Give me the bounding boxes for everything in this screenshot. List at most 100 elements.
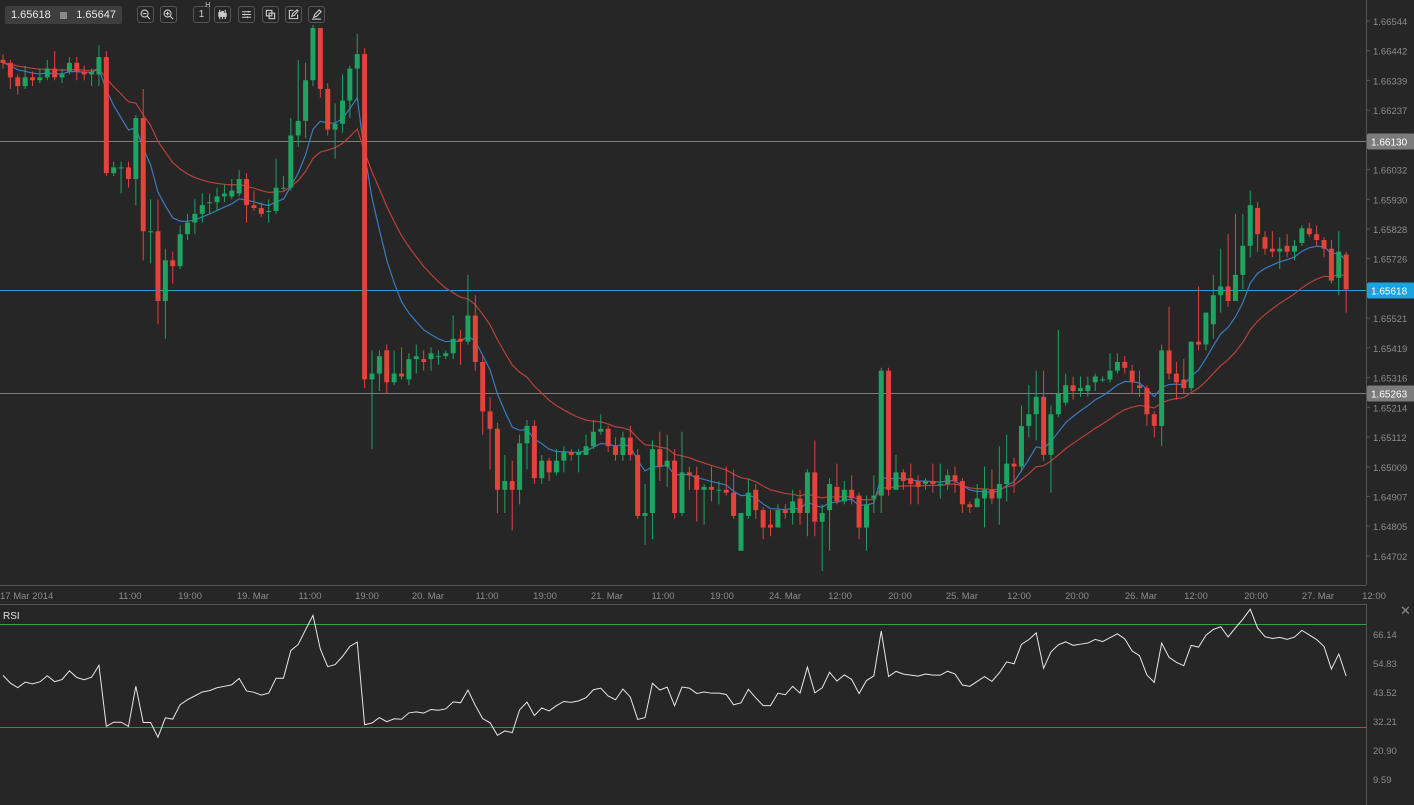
candle-body [280,187,286,189]
candle-body [1284,245,1290,252]
candle [804,469,810,537]
y-tick-label: 1.64702 [1373,552,1407,563]
candle-body [583,446,589,455]
zoom-out-button[interactable] [137,6,154,23]
copy-button[interactable] [262,6,279,23]
candle-body [775,510,781,528]
candle-body [236,179,242,194]
candle-body [819,513,825,522]
y-tick-label: 1.66339 [1373,77,1407,88]
candle-body [1114,361,1120,371]
candle [1277,237,1283,270]
candle [827,478,833,551]
chart-type-button[interactable] [214,6,231,23]
candle-body [539,460,545,479]
candle-body [620,437,626,455]
draw-button[interactable] [308,6,325,23]
candle-body [376,356,382,374]
candle [753,483,759,519]
candle-body [347,68,353,101]
candle-body [89,71,95,75]
candle-body [900,472,906,482]
zoom-in-icon [163,9,174,20]
candle-body [244,179,250,206]
candle [140,88,146,261]
candle-body [753,489,759,511]
candle [664,434,670,487]
candles [0,25,1349,572]
indicator-settings-button[interactable] [238,6,255,23]
candle-body [37,77,43,81]
candle [7,59,13,89]
candle [487,396,493,470]
candle-body [959,481,965,505]
bid-ask-quote[interactable]: 1.65618 1.65647 [5,6,122,24]
candle-body [465,315,471,342]
candle [1269,231,1275,258]
candle-body [1262,237,1268,249]
candle-body [1269,248,1275,252]
x-tick-label: 27. Mar [1302,591,1334,602]
y-tick-label: 1.65521 [1373,314,1407,325]
candle [1343,251,1349,313]
candle-body [0,59,6,63]
candle [952,466,958,493]
candle [797,489,803,525]
candle [967,501,973,514]
candle-body [908,478,914,484]
candle [620,431,626,461]
candle [1181,359,1187,394]
candle-body [155,231,161,301]
candle-body [1122,361,1128,368]
candle [982,466,988,528]
candle [111,161,117,177]
candle [679,431,685,516]
candle-body [930,481,936,484]
zoom-in-button[interactable] [160,6,177,23]
x-tick-label: 20:00 [1244,591,1268,602]
candle [1328,239,1334,284]
candle [30,71,36,87]
candle-body [1151,414,1157,426]
candle-body [1107,370,1113,380]
candle [1026,385,1032,438]
candle [15,74,21,95]
edit-button[interactable] [285,6,302,23]
candle [1210,274,1216,339]
candle [1151,411,1157,438]
candle [89,68,95,87]
candle [923,478,928,490]
candle [686,466,692,490]
candle-body [657,449,663,467]
candle-body [834,486,840,502]
candle-body [568,452,574,455]
candle-body [443,353,449,357]
candle [347,65,353,119]
candle-body [686,472,692,476]
candle-body [81,71,87,75]
candle [768,510,774,537]
candle [1166,306,1172,380]
candle-body [199,205,205,214]
y-tick-label: 1.66032 [1373,166,1407,177]
candle-body [177,234,183,267]
candle-body [1306,228,1312,235]
candle-body [517,443,523,490]
candle [325,83,331,136]
candle [554,449,559,476]
candle-body [15,77,21,87]
candle-body [103,57,109,174]
candle-body [303,80,309,121]
candle-body [672,460,678,514]
candle [1336,231,1342,296]
candle-body [797,498,803,514]
candle [229,179,235,200]
candle [841,481,847,505]
candle-body [1218,286,1224,296]
candle [354,33,360,101]
close-rsi-icon[interactable]: ✕ [1400,603,1411,618]
candle-body [509,481,515,490]
